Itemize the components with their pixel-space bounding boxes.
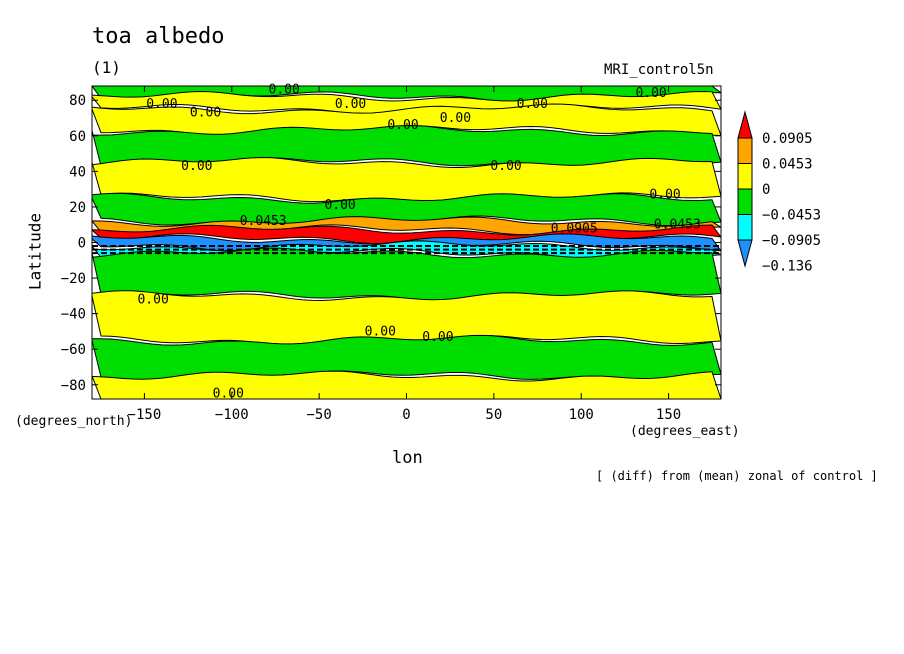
y-tick-label: −80 — [61, 378, 86, 394]
x-axis-units: (degrees_east) — [630, 424, 740, 439]
field-band — [92, 124, 721, 168]
x-tick-label: 50 — [485, 407, 502, 423]
contour-label: 0.00 — [324, 198, 355, 213]
contour-label: 0.00 — [387, 118, 418, 133]
x-tick-label: 150 — [656, 407, 681, 423]
colorbar-swatch — [737, 137, 753, 164]
field-band — [92, 290, 721, 346]
contour-label: 0.00 — [422, 330, 453, 345]
contour-label: 0.00 — [146, 97, 177, 112]
contour-label: 0.00 — [137, 292, 168, 307]
y-tick-label: 20 — [69, 200, 86, 216]
contour-label: 0.00 — [181, 159, 212, 174]
contour-label: 0.0453 — [240, 214, 287, 229]
panel-label: (1) — [92, 58, 121, 77]
contour-label: 0.00 — [440, 111, 471, 126]
contour-label: 0.00 — [635, 86, 666, 101]
colorbar-swatch — [737, 214, 753, 241]
y-tick-label: −20 — [61, 271, 86, 287]
contour-label: 0.00 — [649, 187, 680, 202]
field-band — [92, 370, 721, 399]
y-tick-label: −40 — [61, 307, 86, 323]
field-band — [92, 86, 721, 103]
contour-label: 0.0453 — [654, 218, 701, 233]
colorbar-label: −0.0453 — [762, 208, 821, 224]
field-band — [92, 157, 721, 204]
y-tick-label: −60 — [61, 342, 86, 358]
chart-title: toa albedo — [92, 24, 225, 49]
y-tick-label: 40 — [69, 164, 86, 180]
colorbar-label: −0.0905 — [762, 233, 821, 249]
y-axis-units: (degrees_north) — [15, 414, 133, 429]
colorbar-label: 0 — [762, 182, 770, 198]
x-tick-label: −150 — [128, 407, 162, 423]
colorbar-swatch — [737, 188, 753, 215]
field-bands — [92, 86, 721, 399]
colorbar-upper-arrow — [737, 110, 753, 139]
dataset-label: MRI_control5n — [604, 62, 714, 78]
colorbar-label: 0.0453 — [762, 157, 813, 173]
x-tick-label: 0 — [402, 407, 410, 423]
colorbar-label: −0.136 — [762, 259, 813, 275]
contour-label: 0.00 — [517, 97, 548, 112]
colorbar-lower-arrow — [737, 239, 753, 268]
colorbar-label: 0.0905 — [762, 131, 813, 147]
colorbar-swatch — [737, 163, 753, 190]
contour-label: 0.00 — [269, 83, 300, 98]
contour-label: 0.00 — [335, 97, 366, 112]
field-band — [92, 224, 721, 245]
contour-label: 0.00 — [213, 387, 244, 402]
x-tick-label: −100 — [215, 407, 249, 423]
y-tick-label: 0 — [78, 236, 86, 252]
y-tick-label: 60 — [69, 129, 86, 145]
contour-label: 0.00 — [365, 324, 396, 339]
comparison-note: [ (diff) from (mean) zonal of control ] — [596, 469, 878, 483]
y-tick-label: 80 — [69, 93, 86, 109]
x-tick-label: 100 — [569, 407, 594, 423]
x-axis-title: lon — [392, 448, 423, 468]
x-tick-label: −50 — [306, 407, 331, 423]
contour-label: 0.00 — [490, 159, 521, 174]
contour-label: 0.00 — [190, 106, 221, 121]
contour-label: 0.0905 — [551, 221, 598, 236]
